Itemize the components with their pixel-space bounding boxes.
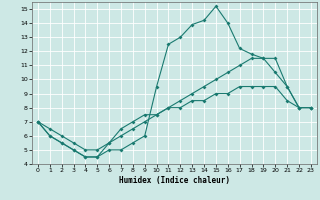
- X-axis label: Humidex (Indice chaleur): Humidex (Indice chaleur): [119, 176, 230, 185]
